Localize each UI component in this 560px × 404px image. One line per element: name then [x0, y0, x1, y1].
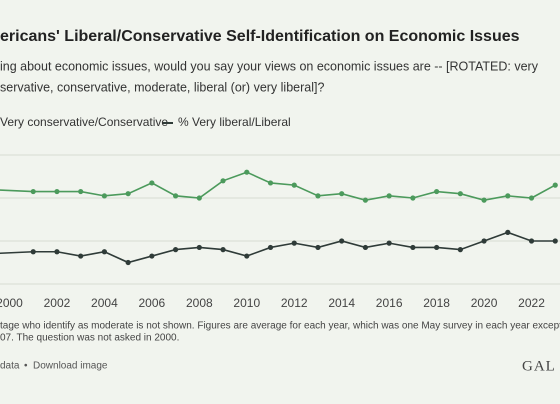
data-point	[457, 191, 463, 197]
data-point	[528, 238, 535, 244]
data-point	[386, 193, 392, 199]
data-point	[54, 249, 60, 255]
data-point	[339, 191, 345, 197]
data-point	[505, 229, 511, 235]
data-point	[410, 195, 416, 201]
data-point	[552, 182, 558, 188]
note: 07. The question was not asked in 2000.	[0, 333, 179, 344]
data-point	[172, 247, 179, 253]
data-point	[505, 193, 511, 199]
x-tick-label: 2010	[233, 296, 260, 310]
data-point	[291, 240, 297, 246]
data-point	[101, 193, 108, 199]
data-point	[481, 197, 487, 203]
note: tage who identify as moderate is not sho…	[0, 321, 560, 332]
x-tick-label: 2008	[186, 296, 213, 310]
download-link[interactable]: Download image	[33, 361, 108, 372]
legend-label: Very conservative/Conservative	[0, 115, 168, 129]
x-tick-label: 2016	[376, 296, 403, 310]
data-point	[220, 247, 226, 253]
data-point	[339, 238, 345, 244]
data-point	[267, 180, 274, 186]
series-line	[0, 231, 556, 264]
data-point	[30, 188, 36, 195]
data-point	[362, 244, 369, 251]
logo: GAL	[522, 358, 556, 374]
data-point	[267, 244, 274, 251]
data-point	[315, 244, 321, 251]
x-tick-label: 2002	[44, 296, 71, 310]
data-point	[54, 188, 60, 195]
data-point	[125, 191, 131, 197]
subtitle: ing about economic issues, would you say…	[0, 59, 539, 73]
data-point	[315, 193, 321, 199]
x-tick-label: 2006	[139, 296, 166, 310]
x-tick-label: 2022	[518, 296, 545, 310]
source-link[interactable]: data	[0, 361, 20, 372]
x-tick-label: 2020	[471, 296, 498, 310]
data-point	[434, 188, 440, 195]
data-point	[362, 197, 369, 203]
data-point	[244, 253, 250, 259]
data-point	[481, 238, 487, 244]
x-tick-label: 2018	[423, 296, 450, 310]
data-point	[101, 249, 108, 255]
data-point	[172, 193, 179, 199]
data-point	[386, 240, 392, 246]
data-point	[149, 180, 155, 186]
legend-label: % Very liberal/Liberal	[178, 115, 291, 129]
x-tick-label: 2000	[0, 296, 23, 310]
data-point	[528, 195, 535, 201]
data-point	[196, 244, 202, 251]
data-point	[434, 244, 440, 251]
data-point	[78, 253, 84, 259]
data-point	[220, 178, 226, 184]
data-point	[149, 253, 155, 259]
data-point	[125, 259, 131, 266]
subtitle: servative, conservative, moderate, liber…	[0, 80, 324, 94]
x-tick-label: 2014	[328, 296, 355, 310]
data-point	[78, 188, 84, 195]
x-tick-label: 2004	[91, 296, 118, 310]
separator: •	[24, 361, 28, 372]
data-point	[244, 169, 250, 175]
data-point	[291, 182, 297, 188]
chart-title: ericans' Liberal/Conservative Self-Ident…	[0, 28, 520, 45]
x-tick-label: 2012	[281, 296, 308, 310]
data-point	[410, 244, 416, 251]
data-point	[457, 247, 463, 253]
data-point	[196, 195, 202, 201]
data-point	[552, 238, 558, 244]
series-line	[0, 171, 556, 201]
data-point	[30, 249, 36, 255]
